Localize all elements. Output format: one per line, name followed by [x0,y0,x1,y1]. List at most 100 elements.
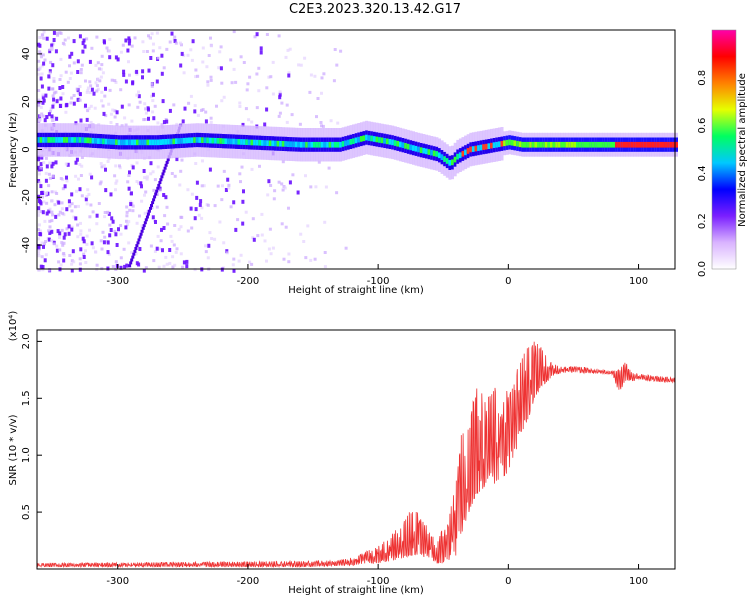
heat-cell [217,66,221,70]
heat-cell [471,146,475,152]
heat-cell [141,40,145,44]
heat-cell [52,97,56,102]
heat-cell [78,262,82,266]
heat-cell [114,260,118,264]
heat-cell [216,184,220,188]
heat-cell [117,227,120,232]
heat-cell [44,194,48,197]
heat-cell [162,193,166,197]
heat-cell [45,191,48,195]
heat-cell [156,139,160,146]
heat-cell [79,247,83,252]
colorbar-tick-label: 0.6 [697,118,708,134]
heat-cell [61,211,65,215]
heat-cell [65,175,68,180]
heat-cell [391,139,395,146]
heat-cell [108,233,112,238]
heat-cell [147,34,150,38]
heat-cell [52,77,56,80]
heat-cell [594,141,598,148]
heat-cell [152,42,155,46]
heat-cell [67,231,71,236]
heat-cell [75,157,79,162]
heat-cell [265,33,269,36]
heat-cell [50,137,53,143]
heat-cell [266,193,270,197]
heat-cell [125,139,129,146]
heat-cell [323,265,327,269]
heat-cell [52,118,56,122]
heat-cell [81,49,85,54]
heat-cell [239,180,242,184]
heat-cell [307,141,311,148]
heat-cell [247,139,251,146]
heat-cell [323,251,327,254]
heat-cell [104,188,108,193]
heat-cell [336,121,340,125]
heat-cell [45,36,49,41]
heat-cell [147,116,150,121]
heat-cell [55,99,59,104]
heat-cell [204,250,208,254]
heat-cell [581,141,585,148]
heat-cell [106,160,110,163]
heat-cell [166,158,170,162]
heat-cell [122,69,126,74]
heat-cell [111,265,115,268]
heat-cell [163,166,167,170]
heat-cell [172,103,176,107]
heat-cell [55,137,59,143]
heat-cell [52,115,56,119]
heat-cell [125,205,129,209]
heat-cell [39,229,42,233]
heat-cell [146,139,150,146]
heat-cell [139,181,143,186]
heat-cell [78,187,82,192]
heat-cell [591,141,595,148]
heat-cell [297,141,301,148]
heat-cell [283,186,287,190]
heat-cell [95,213,99,218]
heat-cell [156,56,160,60]
colorbar-gradient [712,30,736,269]
heat-cell [40,155,44,160]
heat-cell [456,153,460,160]
heat-cell [142,224,146,228]
heat-cell [47,74,51,79]
heat-cell [244,107,248,111]
heat-cell [234,80,238,84]
heat-cell [54,49,58,54]
heat-cell [79,71,83,75]
heat-cell [534,141,538,148]
heat-cell [203,137,207,144]
colorbar-tick-label: 0.0 [697,261,708,277]
heat-cell [70,192,74,197]
heat-cell [422,147,426,154]
heat-cell [320,76,324,80]
heat-cell [104,138,108,145]
heat-cell [57,137,61,143]
heat-cell [88,91,92,95]
heat-cell [51,213,55,217]
heat-cell [47,237,51,242]
heat-cell [48,225,52,229]
heat-cell [183,106,187,111]
heat-cell [165,161,169,164]
heat-cell [278,111,282,115]
heat-cell [672,141,676,148]
heat-cell [198,137,202,143]
heat-cell [43,242,46,246]
heat-cell [95,222,99,226]
heat-cell [51,63,55,68]
heat-cell [654,141,658,148]
heat-cell [180,158,184,162]
heat-cell [247,118,251,122]
heat-cell [68,54,72,59]
heat-cell [70,202,74,206]
heat-cell [271,246,275,250]
heat-cell [161,248,164,253]
heat-cell [122,72,126,77]
heat-cell [60,201,64,205]
heat-cell [146,212,150,216]
